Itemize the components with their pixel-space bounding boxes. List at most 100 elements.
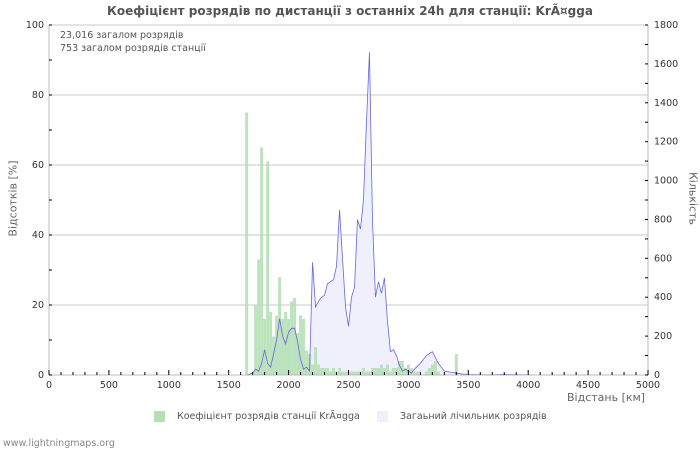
chart-title: Коефіцієнт розрядів по дистанції з остан… xyxy=(107,4,593,18)
legend-label-total: Загаьний лічильник розрядів xyxy=(400,411,547,422)
bar xyxy=(323,368,327,375)
y-right-tick-label: 600 xyxy=(654,253,672,264)
y-left-tick-label: 0 xyxy=(38,370,44,381)
bar xyxy=(305,350,309,375)
bar xyxy=(403,368,407,375)
bar xyxy=(388,371,392,375)
y-right-tick-label: 1800 xyxy=(654,20,678,31)
bar xyxy=(266,161,270,375)
bar xyxy=(436,371,440,375)
legend-item-total: Загаьний лічильник розрядів xyxy=(377,411,547,422)
bar xyxy=(293,298,297,375)
bar xyxy=(299,315,303,375)
bar xyxy=(281,319,285,375)
y-right-tick-label: 400 xyxy=(654,292,672,303)
bar xyxy=(385,364,389,375)
axes xyxy=(48,24,649,376)
bar xyxy=(352,371,356,375)
legend-swatch-lavender xyxy=(377,411,388,422)
area-line xyxy=(246,52,541,376)
bar xyxy=(427,368,431,375)
bar xyxy=(409,368,413,375)
bar xyxy=(412,371,416,375)
y-left-tick-label: 80 xyxy=(32,90,44,101)
bar xyxy=(376,368,380,375)
bar xyxy=(314,347,318,375)
bar xyxy=(272,336,276,375)
x-tick-label: 4000 xyxy=(516,380,540,391)
bar xyxy=(341,371,345,375)
footer-link[interactable]: www.lightningmaps.org xyxy=(3,438,115,449)
x-tick-label: 5000 xyxy=(636,380,660,391)
bar xyxy=(364,371,368,375)
bar xyxy=(278,277,282,375)
bar xyxy=(338,368,342,375)
y-right-tick-label: 800 xyxy=(654,214,672,225)
bar xyxy=(367,371,371,375)
bar xyxy=(320,368,324,375)
bar xyxy=(269,312,273,375)
bar xyxy=(373,368,377,375)
bar xyxy=(415,371,419,375)
grid-lines xyxy=(49,24,648,306)
bar xyxy=(332,368,336,375)
y-left-tick-label: 40 xyxy=(32,230,44,241)
total-strokes-info: 23,016 загалом розрядів xyxy=(60,30,184,41)
bar xyxy=(263,319,267,375)
bar xyxy=(454,354,458,375)
legend-item-station: Коефіцієнт розрядів станції KrÃ¤gga xyxy=(154,411,360,422)
bar xyxy=(379,364,383,375)
bar xyxy=(287,319,291,375)
x-tick-label: 500 xyxy=(100,380,118,391)
y-left-axis-title: Відсотків [%] xyxy=(6,160,20,237)
x-axis-title: Відстань [км] xyxy=(567,391,646,404)
bar xyxy=(430,364,434,375)
y-right-tick-label: 1000 xyxy=(654,176,678,187)
bar xyxy=(349,371,353,375)
bar xyxy=(394,368,398,375)
y-left-tick-label: 100 xyxy=(26,20,44,31)
y-right-tick-label: 1400 xyxy=(654,98,678,109)
y-left-tick-label: 20 xyxy=(32,300,44,311)
x-tick-label: 1500 xyxy=(217,380,241,391)
bar xyxy=(344,371,348,375)
bar xyxy=(275,315,279,375)
x-tick-label: 3500 xyxy=(456,380,480,391)
bar xyxy=(370,368,374,375)
legend-label-station: Коефіцієнт розрядів станції KrÃ¤gga xyxy=(177,411,360,422)
bar xyxy=(302,319,306,375)
y-right-tick-label: 0 xyxy=(654,370,660,381)
tick-labels: 0 500 1000 1500 2000 2500 3000 3500 4000 4500 5000… xyxy=(26,20,678,391)
y-left-tick-label: 60 xyxy=(32,160,44,171)
bar xyxy=(355,371,359,375)
station-ratio-bars xyxy=(245,52,541,376)
x-tick-label: 0 xyxy=(46,380,52,391)
x-tick-label: 1000 xyxy=(157,380,181,391)
bar xyxy=(400,361,404,375)
station-strokes-info: 753 загалом розрядів станції xyxy=(60,43,206,54)
y-right-axis-title: Кількість xyxy=(686,171,700,226)
y-right-tick-label: 1200 xyxy=(654,137,678,148)
bar xyxy=(391,368,395,375)
bar xyxy=(382,368,386,375)
bar xyxy=(257,259,261,375)
bar xyxy=(296,333,300,375)
x-tick-label: 2000 xyxy=(277,380,301,391)
bar xyxy=(254,305,258,375)
bar xyxy=(397,361,401,375)
bar xyxy=(245,112,249,375)
bar xyxy=(290,301,294,375)
legend-swatch-green xyxy=(154,411,165,422)
bar xyxy=(424,371,428,375)
bar xyxy=(326,368,330,375)
x-tick-label: 2500 xyxy=(336,380,360,391)
bar xyxy=(317,364,321,375)
x-tick-label: 3000 xyxy=(396,380,420,391)
bar xyxy=(260,147,264,375)
bar xyxy=(311,364,315,375)
bar xyxy=(361,368,365,375)
bar xyxy=(433,361,437,375)
bar xyxy=(329,371,333,375)
x-tick-label: 4500 xyxy=(576,380,600,391)
